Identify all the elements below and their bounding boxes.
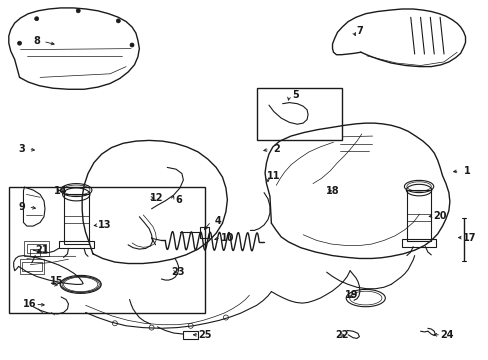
Text: 18: 18	[325, 186, 339, 196]
Bar	[27, 244, 46, 253]
Text: 15: 15	[49, 276, 63, 286]
Text: 21: 21	[35, 245, 48, 255]
Bar	[22, 262, 41, 271]
Circle shape	[18, 41, 21, 45]
Bar	[30, 249, 40, 256]
Bar	[401, 239, 435, 247]
Text: 11: 11	[266, 171, 280, 181]
Text: 8: 8	[33, 36, 40, 46]
Text: 5: 5	[292, 90, 299, 100]
Bar	[59, 241, 94, 248]
Text: 9: 9	[19, 202, 25, 212]
Text: 13: 13	[98, 220, 112, 230]
Bar	[183, 331, 198, 339]
Text: 4: 4	[214, 216, 221, 226]
Text: 12: 12	[149, 193, 163, 203]
Text: 1: 1	[463, 166, 469, 176]
Text: 19: 19	[345, 290, 358, 300]
Bar	[24, 241, 49, 256]
Bar	[406, 190, 430, 241]
Bar	[63, 194, 89, 244]
Circle shape	[116, 19, 120, 23]
Text: 10: 10	[220, 233, 234, 243]
Text: 7: 7	[355, 26, 362, 36]
Bar	[20, 259, 44, 274]
Bar	[256, 88, 342, 140]
Circle shape	[76, 9, 80, 13]
Text: 22: 22	[335, 330, 348, 340]
Bar	[9, 187, 205, 313]
Text: 6: 6	[175, 195, 182, 205]
Text: 2: 2	[272, 144, 279, 154]
Text: 24: 24	[440, 330, 453, 340]
Text: 3: 3	[19, 144, 25, 154]
Text: 14: 14	[54, 186, 68, 196]
Circle shape	[130, 43, 134, 47]
Text: 25: 25	[198, 330, 212, 340]
Text: 20: 20	[432, 211, 446, 221]
Circle shape	[35, 17, 39, 21]
Text: 23: 23	[171, 267, 185, 277]
Bar	[199, 227, 209, 238]
Text: 16: 16	[22, 299, 36, 309]
Text: 17: 17	[462, 233, 475, 243]
